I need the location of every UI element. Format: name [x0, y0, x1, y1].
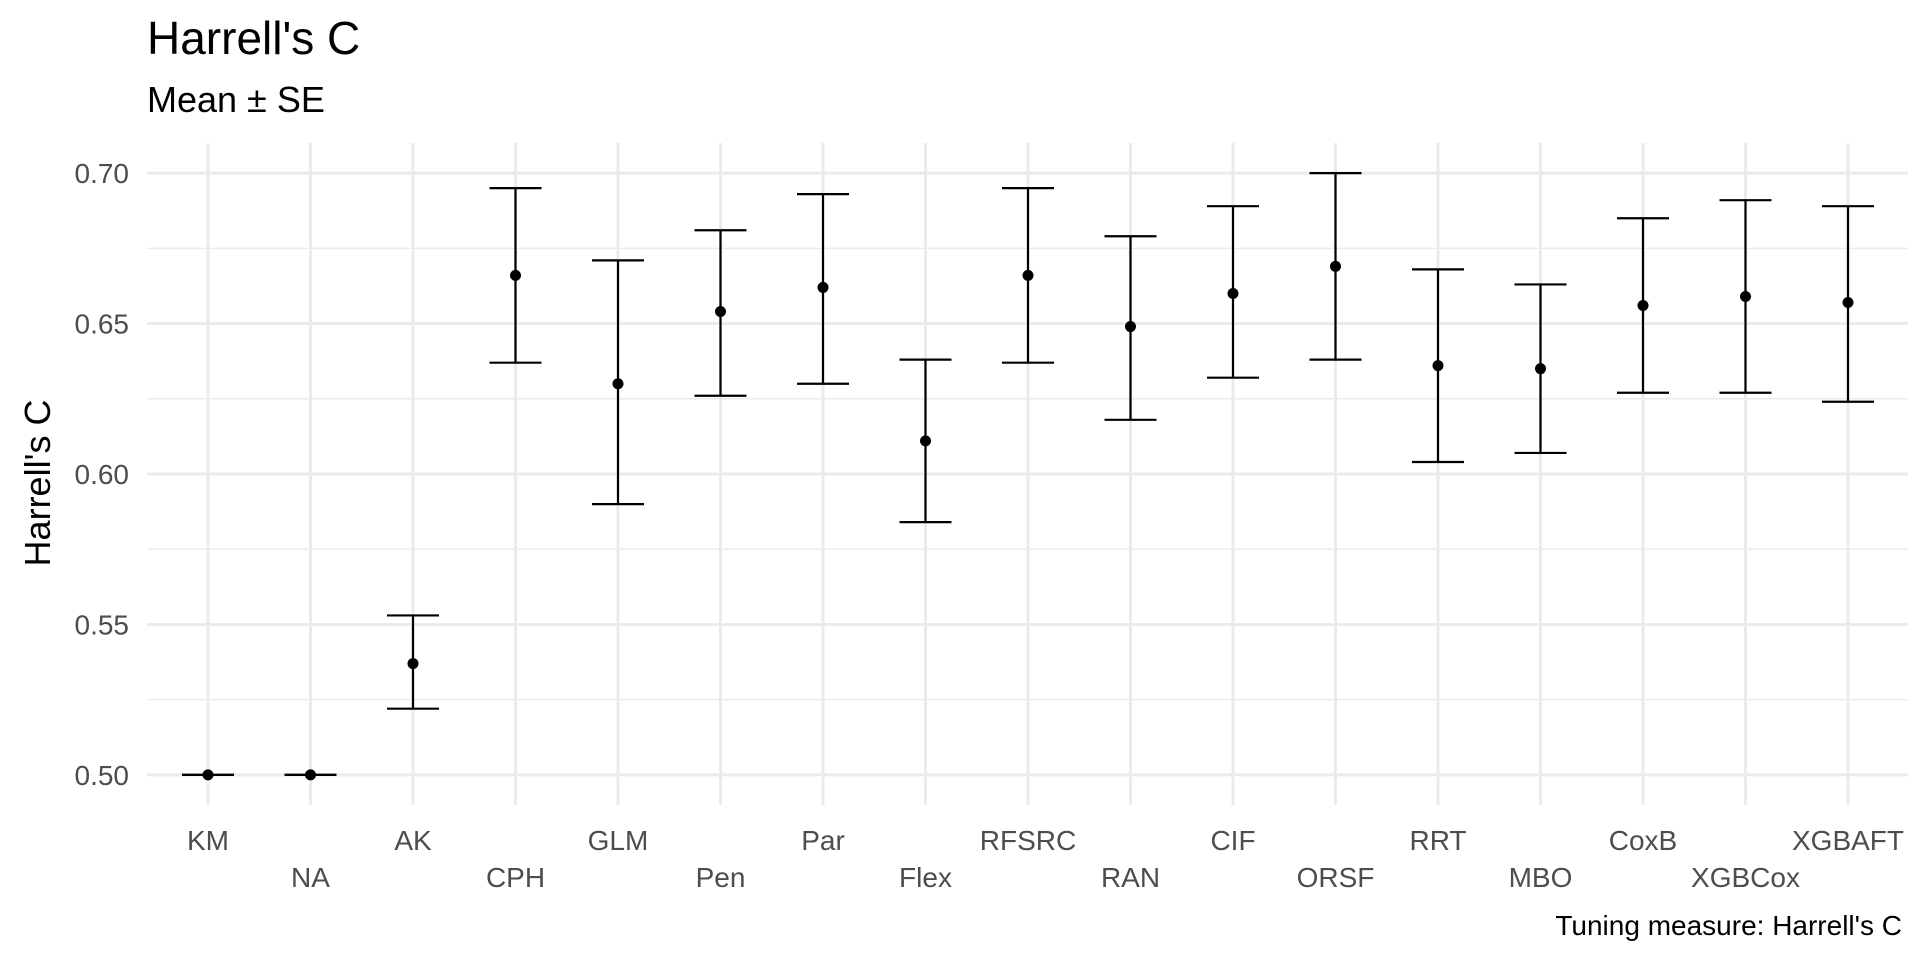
y-tick-label: 0.60	[75, 459, 130, 490]
error-bar-xgbaft	[1822, 205, 1874, 403]
mean-point	[817, 281, 829, 293]
error-bar-coxb	[1617, 217, 1669, 394]
error-bar-pen	[694, 229, 747, 397]
error-bar-flex	[899, 358, 952, 524]
error-bar-km	[182, 769, 234, 781]
error-bar-mbo	[1514, 283, 1567, 455]
chart-title: Harrell's C	[147, 12, 360, 64]
mean-point	[1535, 363, 1546, 375]
y-tick-label: 0.50	[75, 760, 130, 791]
mean-point	[202, 769, 214, 781]
mean-point	[407, 658, 419, 670]
error-bar-rfsrc	[1002, 187, 1054, 364]
mean-point	[1022, 269, 1034, 281]
x-tick-label: KM	[187, 825, 229, 856]
x-tick-label: Pen	[696, 862, 746, 893]
y-tick-label: 0.70	[75, 158, 130, 189]
x-tick-label: RFSRC	[980, 825, 1076, 856]
chart-subtitle: Mean ± SE	[147, 79, 325, 120]
y-tick-label: 0.65	[75, 309, 130, 340]
mean-point	[305, 769, 316, 781]
error-bar-na	[284, 769, 337, 781]
x-tick-label: NA	[291, 862, 330, 893]
error-bar-orsf	[1309, 171, 1362, 361]
x-tick-label: CoxB	[1609, 825, 1677, 856]
error-bar-cif	[1207, 205, 1259, 379]
x-tick-label: AK	[394, 825, 432, 856]
y-tick-labels: 0.50 0.55 0.60 0.65 0.70	[75, 158, 130, 791]
mean-point	[1330, 260, 1341, 272]
error-bar-ran	[1104, 235, 1157, 421]
x-tick-label: RAN	[1101, 862, 1160, 893]
x-tick-labels: KM NA AK CPH GLM Pen Par Flex RFSRC RAN CIF ORSF RRT…	[187, 825, 1904, 893]
x-tick-label: Par	[801, 825, 845, 856]
x-tick-label: GLM	[588, 825, 649, 856]
mean-point	[1637, 299, 1649, 311]
mean-point	[612, 378, 624, 390]
x-tick-label: Flex	[899, 862, 952, 893]
mean-point	[1842, 296, 1854, 308]
x-tick-label: XGBCox	[1691, 862, 1800, 893]
y-axis-label: Harrell's C	[17, 400, 58, 567]
mean-point	[1125, 321, 1136, 333]
x-tick-label: CPH	[486, 862, 545, 893]
y-tick-label: 0.55	[75, 609, 130, 640]
error-bar-xgbcox	[1719, 199, 1772, 394]
mean-point	[510, 269, 521, 281]
mean-point	[920, 435, 931, 447]
x-tick-label: ORSF	[1297, 862, 1375, 893]
error-bar-par	[797, 193, 849, 385]
error-bar-glm	[592, 259, 644, 506]
x-tick-label: RRT	[1409, 825, 1466, 856]
error-bar-ak	[387, 614, 439, 710]
x-tick-label: CIF	[1210, 825, 1255, 856]
error-bar-rrt	[1412, 268, 1464, 464]
x-tick-label: XGBAFT	[1792, 825, 1904, 856]
error-bar-cph	[489, 187, 542, 364]
chart-caption: Tuning measure: Harrell's C	[1555, 910, 1902, 941]
mean-point	[1227, 287, 1239, 299]
x-tick-label: MBO	[1509, 862, 1573, 893]
mean-point	[715, 306, 726, 318]
mean-point	[1740, 290, 1751, 302]
mean-point	[1432, 360, 1444, 372]
error-bars	[182, 171, 1874, 781]
